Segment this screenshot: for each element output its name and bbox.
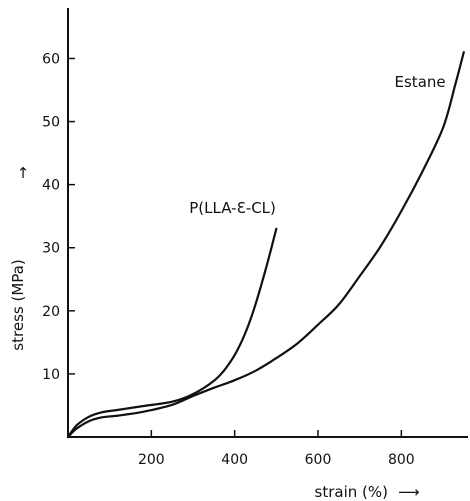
y-axis-title: stress (MPa) bbox=[9, 259, 27, 350]
curves bbox=[66, 51, 465, 439]
x-tick-label-200: 200 bbox=[138, 452, 165, 468]
series-labels: Estane P(LLA-Ɛ-CL) bbox=[189, 73, 445, 217]
x-tick-label-600: 600 bbox=[305, 452, 332, 468]
x-axis-title: strain (%) bbox=[315, 483, 388, 501]
y-axis-arrow: ↑ bbox=[17, 164, 30, 182]
y-tick-label-30: 30 bbox=[42, 241, 60, 257]
x-tick-label-400: 400 bbox=[221, 452, 248, 468]
x-axis-arrow: ⟶ bbox=[398, 483, 420, 501]
series-label-pllacl: P(LLA-Ɛ-CL) bbox=[189, 199, 276, 217]
y-tick-label-20: 20 bbox=[42, 304, 60, 320]
series-label-estane: Estane bbox=[395, 73, 446, 91]
y-tick-label-50: 50 bbox=[42, 115, 60, 131]
tick-labels: 10 20 30 40 50 60 200 400 600 800 bbox=[42, 51, 415, 468]
series-line-pllacl bbox=[66, 227, 278, 439]
ticks bbox=[68, 57, 403, 437]
y-tick-label-60: 60 bbox=[42, 51, 60, 67]
y-tick-label-40: 40 bbox=[42, 178, 60, 194]
x-tick-label-800: 800 bbox=[388, 452, 415, 468]
series-line-estane bbox=[66, 51, 465, 439]
y-tick-label-10: 10 bbox=[42, 367, 60, 383]
